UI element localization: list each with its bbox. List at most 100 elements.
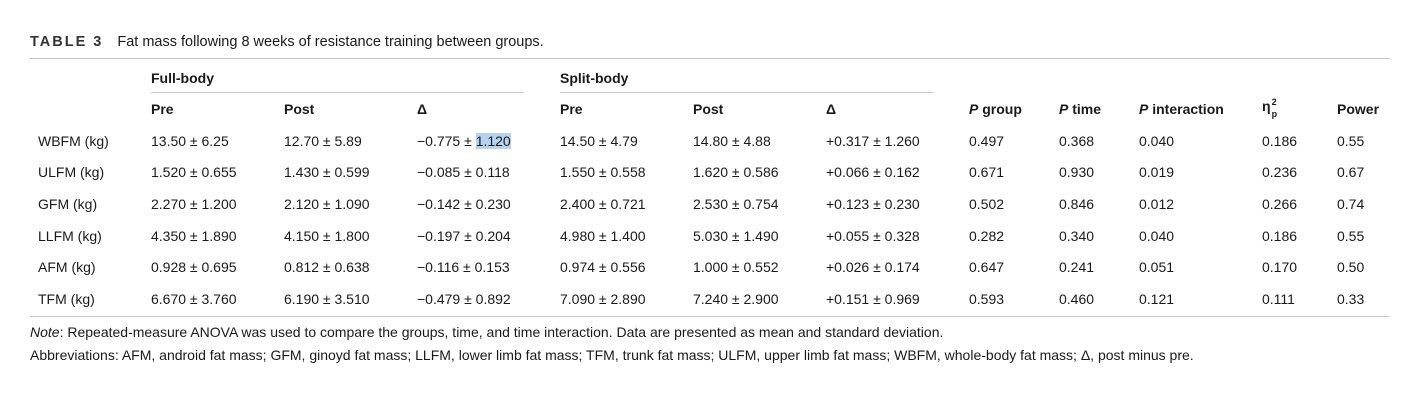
cell-split-post: 5.030 ± 1.490 xyxy=(693,228,779,244)
cell-p-time: 0.368 xyxy=(1059,133,1095,149)
cell-full-delta: −0.116 ± 0.153 xyxy=(417,259,510,275)
group-full-body: Full-body xyxy=(151,70,214,86)
cell-row-label: ULFM (kg) xyxy=(38,164,105,180)
cell-split-post: 14.80 ± 4.88 xyxy=(693,133,771,149)
cell-row-label: GFM (kg) xyxy=(38,196,98,212)
highlighted-text: 1.120 xyxy=(475,133,511,149)
cell-p-interaction: 0.040 xyxy=(1139,228,1175,244)
split-body-rule xyxy=(560,92,934,93)
eta-subscript: p xyxy=(1271,109,1278,119)
cell-full-pre: 13.50 ± 6.25 xyxy=(151,133,229,149)
bottom-rule xyxy=(30,316,1390,317)
cell-full-post: 0.812 ± 0.638 xyxy=(284,259,370,275)
cell-split-post: 7.240 ± 2.900 xyxy=(693,291,779,307)
cell-row-label: WBFM (kg) xyxy=(38,133,109,149)
full-body-rule xyxy=(151,92,524,93)
cell-split-delta: +0.123 ± 0.230 xyxy=(826,196,920,212)
cell-full-pre: 1.520 ± 0.655 xyxy=(151,164,237,180)
cell-split-pre: 0.974 ± 0.556 xyxy=(560,259,646,275)
table-title: Fat mass following 8 weeks of resistance… xyxy=(117,34,544,50)
table-label: TABLE 3 xyxy=(30,34,104,50)
cell-p-group: 0.282 xyxy=(969,228,1005,244)
cell-eta-squared: 0.170 xyxy=(1262,259,1298,275)
cell-p-group: 0.502 xyxy=(969,196,1005,212)
header-split-delta: Δ xyxy=(826,101,837,117)
p-group-text: group xyxy=(978,101,1022,117)
cell-split-pre: 4.980 ± 1.400 xyxy=(560,228,646,244)
cell-power: 0.67 xyxy=(1337,164,1365,180)
cell-p-group: 0.593 xyxy=(969,291,1005,307)
table-note: Note: Repeated-measure ANOVA was used to… xyxy=(30,324,943,340)
p-italic: P xyxy=(1059,101,1069,117)
cell-p-time: 0.930 xyxy=(1059,164,1095,180)
delta-value: −0.775 ± xyxy=(417,133,476,149)
cell-eta-squared: 0.266 xyxy=(1262,196,1298,212)
cell-p-interaction: 0.012 xyxy=(1139,196,1175,212)
cell-p-group: 0.647 xyxy=(969,259,1005,275)
header-full-delta: Δ xyxy=(417,101,428,117)
cell-eta-squared: 0.111 xyxy=(1262,291,1295,307)
cell-power: 0.74 xyxy=(1337,196,1365,212)
note-text: : Repeated-measure ANOVA was used to com… xyxy=(59,324,944,340)
delta-value: −0.142 ± 0.230 xyxy=(417,196,511,212)
cell-p-interaction: 0.040 xyxy=(1139,133,1175,149)
p-italic: P xyxy=(969,101,979,117)
cell-power: 0.55 xyxy=(1337,133,1365,149)
table-abbreviations: Abbreviations: AFM, android fat mass; GF… xyxy=(30,347,1194,363)
cell-p-interaction: 0.121 xyxy=(1139,291,1175,307)
delta-value: −0.479 ± 0.892 xyxy=(417,291,511,307)
cell-full-post: 1.430 ± 0.599 xyxy=(284,164,370,180)
cell-split-delta: +0.055 ± 0.328 xyxy=(826,228,920,244)
delta-value: −0.116 ± 0.153 xyxy=(417,259,510,275)
cell-p-group: 0.497 xyxy=(969,133,1005,149)
header-power: Power xyxy=(1337,101,1380,117)
delta-value: −0.085 ± 0.118 xyxy=(417,164,510,180)
header-full-pre: Pre xyxy=(151,101,174,117)
p-time-text: time xyxy=(1068,101,1102,117)
cell-split-delta: +0.151 ± 0.969 xyxy=(826,291,920,307)
cell-eta-squared: 0.186 xyxy=(1262,228,1298,244)
cell-p-group: 0.671 xyxy=(969,164,1005,180)
header-split-pre: Pre xyxy=(560,101,583,117)
cell-split-pre: 2.400 ± 0.721 xyxy=(560,196,646,212)
cell-full-pre: 6.670 ± 3.760 xyxy=(151,291,237,307)
cell-full-post: 6.190 ± 3.510 xyxy=(284,291,370,307)
cell-split-delta: +0.066 ± 0.162 xyxy=(826,164,920,180)
cell-split-delta: +0.317 ± 1.260 xyxy=(826,133,920,149)
table-caption: TABLE 3 Fat mass following 8 weeks of res… xyxy=(30,34,544,50)
header-full-post: Post xyxy=(284,101,315,117)
cell-full-post: 2.120 ± 1.090 xyxy=(284,196,370,212)
cell-full-delta: −0.197 ± 0.204 xyxy=(417,228,511,244)
cell-split-delta: +0.026 ± 0.174 xyxy=(826,259,920,275)
cell-row-label: AFM (kg) xyxy=(38,259,96,275)
cell-full-pre: 0.928 ± 0.695 xyxy=(151,259,237,275)
cell-full-delta: −0.479 ± 0.892 xyxy=(417,291,511,307)
cell-p-interaction: 0.019 xyxy=(1139,164,1175,180)
p-italic: P xyxy=(1139,101,1149,117)
cell-full-pre: 4.350 ± 1.890 xyxy=(151,228,237,244)
header-split-post: Post xyxy=(693,101,724,117)
cell-split-post: 2.530 ± 0.754 xyxy=(693,196,779,212)
cell-p-interaction: 0.051 xyxy=(1139,259,1175,275)
cell-power: 0.50 xyxy=(1337,259,1365,275)
cell-p-time: 0.241 xyxy=(1059,259,1095,275)
cell-power: 0.55 xyxy=(1337,228,1365,244)
cell-p-time: 0.340 xyxy=(1059,228,1095,244)
cell-full-post: 12.70 ± 5.89 xyxy=(284,133,362,149)
eta-superscript: 2 xyxy=(1271,97,1277,107)
header-p-interaction: P interaction xyxy=(1139,101,1224,117)
header-p-group: P group xyxy=(969,101,1022,117)
cell-split-post: 1.000 ± 0.552 xyxy=(693,259,779,275)
cell-full-delta: −0.775 ± 1.120 xyxy=(417,133,511,149)
delta-value: −0.197 ± 0.204 xyxy=(417,228,511,244)
cell-split-pre: 1.550 ± 0.558 xyxy=(560,164,646,180)
p-interaction-text: interaction xyxy=(1148,101,1224,117)
eta-symbol: η xyxy=(1262,98,1271,114)
cell-full-post: 4.150 ± 1.800 xyxy=(284,228,370,244)
cell-full-pre: 2.270 ± 1.200 xyxy=(151,196,237,212)
cell-split-pre: 14.50 ± 4.79 xyxy=(560,133,638,149)
cell-p-time: 0.846 xyxy=(1059,196,1095,212)
cell-eta-squared: 0.236 xyxy=(1262,164,1298,180)
cell-power: 0.33 xyxy=(1337,291,1365,307)
